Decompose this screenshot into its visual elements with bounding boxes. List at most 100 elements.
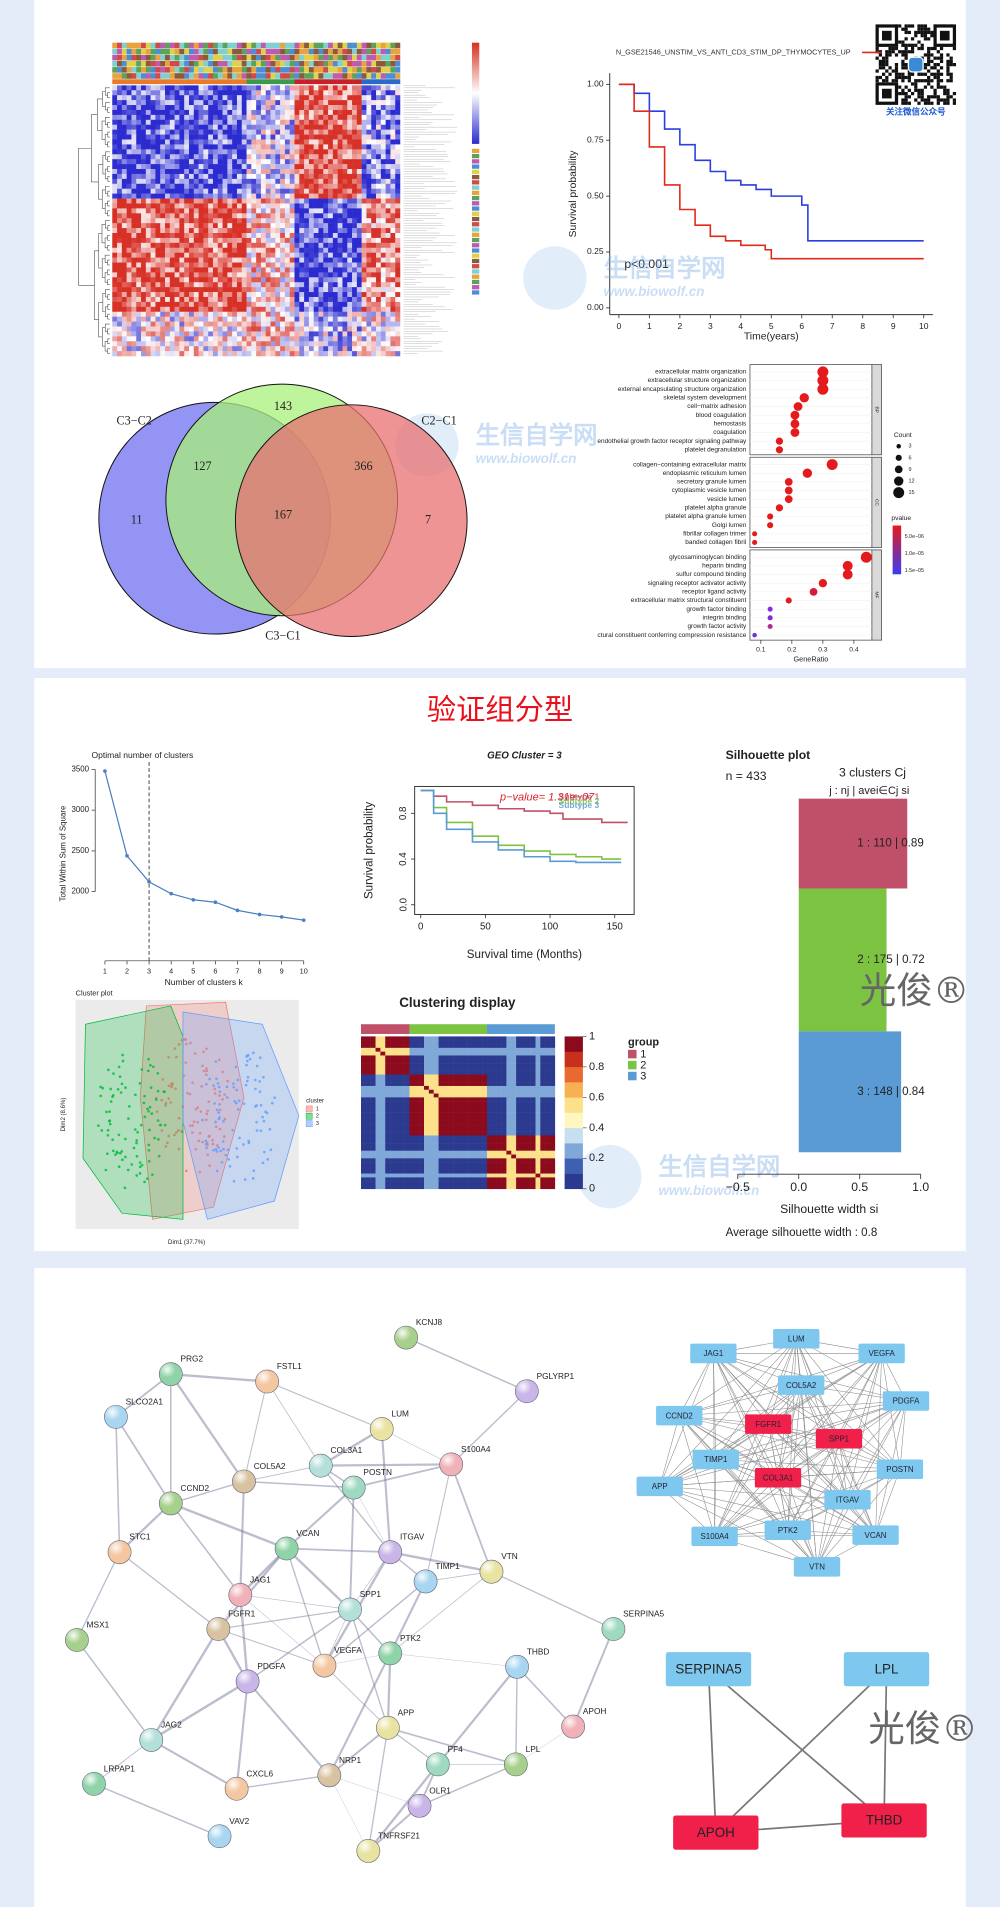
heatmap-cell (304, 272, 310, 278)
qr-module (894, 79, 899, 83)
heatmap-cell (284, 95, 290, 101)
sample-point (176, 1129, 180, 1132)
heatmap-cell (299, 331, 305, 337)
heatmap-cell (525, 1051, 531, 1056)
heatmap-cell (347, 316, 353, 322)
heatmap-cell (342, 336, 348, 342)
heatmap-cell (193, 267, 199, 273)
heatmap-cell (160, 292, 166, 298)
heatmap-cell (371, 311, 377, 317)
sample-point (235, 1088, 238, 1092)
heatmap-cell (347, 173, 353, 180)
heatmap-cell (188, 213, 195, 219)
heatmap-cell (236, 311, 242, 317)
heatmap-cell (323, 218, 329, 224)
heatmap-cell (328, 129, 334, 135)
heatmap-cell (217, 341, 223, 347)
dot (785, 597, 792, 604)
heatmap-cell (289, 134, 295, 140)
heatmap-cell (155, 164, 161, 170)
heatmap-cell (366, 114, 372, 121)
heatmap-cell (236, 95, 242, 101)
heatmap-cell (112, 218, 118, 224)
heatmap-cell (112, 242, 118, 249)
heatmap-cell (332, 144, 338, 150)
heatmap-cell (131, 159, 137, 165)
heatmap-cell (337, 109, 343, 116)
heatmap-cell (366, 267, 372, 273)
heatmap-cell (337, 154, 343, 160)
qr-module (910, 37, 915, 41)
heatmap-cell (126, 341, 132, 347)
annotation-cell (222, 79, 228, 85)
heatmap-cell (545, 1044, 551, 1049)
heatmap-cell (356, 105, 362, 111)
heatmap-cell (280, 287, 286, 293)
heatmap-cell (280, 311, 286, 317)
heatmap-cell (169, 301, 175, 308)
heatmap-cell (251, 85, 257, 91)
heatmap-cell (160, 296, 166, 303)
heatmap-cell (284, 144, 290, 150)
heatmap-cell (385, 90, 391, 96)
sample-point (253, 1078, 257, 1082)
heatmap-cell (198, 149, 204, 155)
heatmap-cell (270, 262, 276, 268)
sample-point (213, 1102, 216, 1105)
heatmap-cell (165, 341, 171, 347)
heatmap-cell (352, 326, 358, 332)
heatmap-cell (328, 267, 334, 273)
heatmap-cell (169, 124, 175, 130)
heatmap-cell (184, 85, 190, 91)
heatmap-cell (328, 228, 334, 234)
sample-point (217, 1085, 221, 1089)
heatmap-cell (275, 232, 281, 239)
qr-module (923, 66, 928, 70)
heatmap-cell (289, 173, 295, 180)
sample-point (206, 1153, 210, 1157)
heatmap-cell (356, 183, 362, 189)
heatmap-cell (203, 109, 209, 116)
heatmap-cell (395, 183, 401, 189)
annotation-cell (227, 54, 233, 61)
heatmap-cell (222, 139, 228, 145)
heatmap-cell (265, 287, 271, 293)
heatmap-cell (275, 282, 281, 288)
qr-module (888, 46, 892, 51)
heatmap-cell (342, 296, 348, 303)
heatmap-cell (448, 1040, 454, 1045)
heatmap-cell (256, 321, 262, 327)
sample-point (106, 1128, 110, 1132)
annotation-cell (299, 79, 305, 85)
heatmap-cell (121, 316, 127, 322)
annotation-cell (203, 73, 209, 79)
heatmap-cell (270, 228, 276, 234)
qr-module (920, 72, 924, 76)
sample-point (258, 1090, 262, 1094)
heatmap-cell (366, 169, 372, 175)
sample-point (127, 1117, 130, 1120)
qr-module (920, 79, 924, 83)
heatmap-cell (390, 301, 396, 308)
heatmap-cell (251, 95, 257, 101)
heatmap-cell (342, 183, 348, 189)
qr-module (927, 79, 931, 83)
heatmap-cell (256, 100, 262, 106)
heatmap-cell (366, 203, 372, 209)
annotation-cell (150, 42, 156, 49)
heatmap-cell (131, 218, 137, 224)
heatmap-cell (145, 326, 151, 332)
heatmap-cell (188, 218, 195, 224)
heatmap-cell (275, 124, 281, 130)
heatmap-cell (208, 149, 214, 155)
heatmap-cell (318, 203, 324, 209)
qr-module (914, 30, 918, 35)
annotation-cell (174, 67, 180, 73)
heatmap-cell (155, 154, 161, 160)
heatmap-cell (112, 311, 118, 317)
heatmap-cell (117, 114, 123, 121)
heatmap-cell (404, 1044, 410, 1049)
heatmap-cell (121, 292, 127, 298)
heatmap-cell (179, 134, 185, 140)
heatmap-cell (160, 346, 166, 352)
